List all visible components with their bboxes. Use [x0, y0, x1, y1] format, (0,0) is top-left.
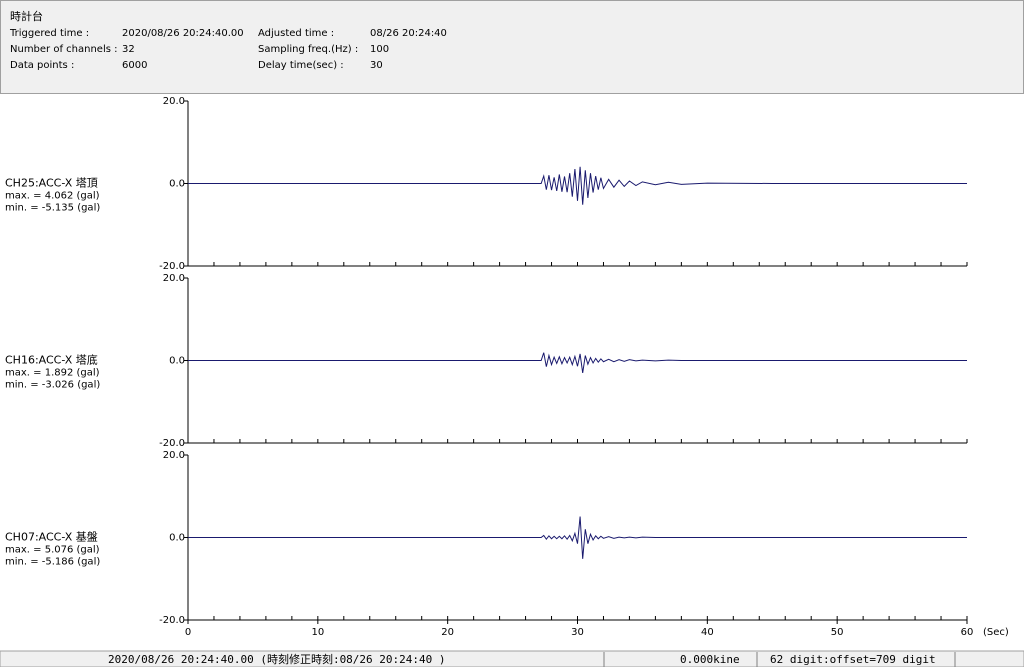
field-value: 2020/08/26 20:24:40.00 [122, 28, 244, 39]
field-label: Adjusted time : [258, 28, 334, 39]
x-tick-label: 40 [701, 627, 714, 638]
status-text: 0.000kine [680, 653, 740, 666]
field-value: 6000 [122, 60, 147, 71]
x-tick-label: 60 [961, 627, 974, 638]
y-tick-label: 20.0 [163, 450, 185, 461]
channel-stat: max. = 1.892 (gal) [5, 368, 100, 379]
field-label: Triggered time : [9, 28, 89, 39]
channel-label: CH25:ACC-X 塔頂 [5, 177, 98, 190]
field-label: Data points : [10, 60, 74, 71]
field-label: Sampling freq.(Hz) : [258, 44, 358, 55]
x-axis-label: (Sec) [983, 627, 1009, 638]
y-tick-label: 20.0 [163, 273, 185, 284]
x-tick-label: 10 [311, 627, 324, 638]
y-tick-label: 20.0 [163, 96, 185, 107]
x-tick-label: 50 [831, 627, 844, 638]
waveform [188, 166, 967, 205]
channel-stat: min. = -3.026 (gal) [5, 380, 100, 391]
channel-label: CH07:ACC-X 基盤 [5, 531, 98, 544]
field-value: 08/26 20:24:40 [370, 28, 447, 39]
x-tick-label: 0 [185, 627, 191, 638]
field-value: 32 [122, 44, 135, 55]
x-tick-label: 30 [571, 627, 584, 638]
status-bar [0, 650, 1024, 667]
channel-stat: min. = -5.135 (gal) [5, 203, 100, 214]
waveform [188, 516, 967, 559]
x-tick-label: 20 [441, 627, 454, 638]
channel-label: CH16:ACC-X 塔底 [5, 353, 98, 367]
status-text: 2020/08/26 20:24:40.00 (時刻修正時刻:08/26 20:… [108, 652, 446, 666]
field-label: Number of channels : [10, 44, 118, 55]
header-panel [0, 0, 1024, 94]
field-value: 100 [370, 44, 389, 55]
channel-stat: min. = -5.186 (gal) [5, 557, 100, 568]
channel-stat: max. = 5.076 (gal) [5, 545, 100, 556]
y-tick-label: -20.0 [159, 438, 185, 449]
channel-stat: max. = 4.062 (gal) [5, 191, 100, 202]
y-tick-label: 0.0 [169, 179, 185, 190]
y-tick-label: -20.0 [159, 261, 185, 272]
field-label: Delay time(sec) : [258, 60, 344, 71]
status-text: 62 digit:offset=709 digit [770, 653, 936, 666]
waveform [188, 352, 967, 374]
y-tick-label: 0.0 [169, 356, 185, 367]
y-tick-label: -20.0 [159, 615, 185, 626]
header-title: 時計台 [10, 9, 43, 23]
field-value: 30 [370, 60, 383, 71]
y-tick-label: 0.0 [169, 533, 185, 544]
